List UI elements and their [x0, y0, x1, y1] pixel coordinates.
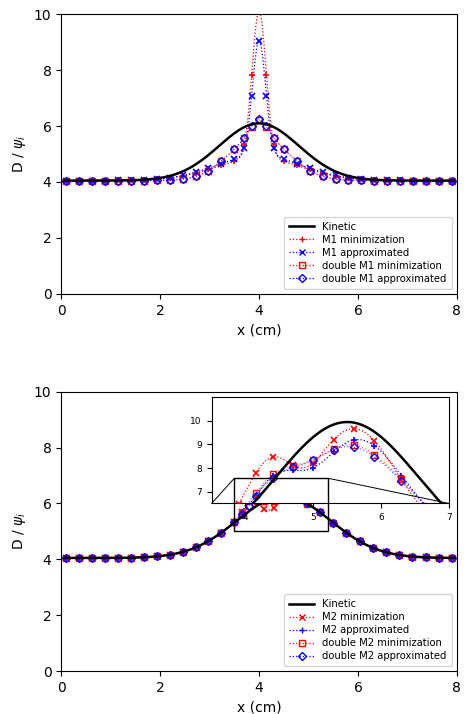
Y-axis label: D / $\psi_i$: D / $\psi_i$	[11, 513, 28, 550]
Legend: Kinetic, M1 minimization, M1 approximated, double M1 minimization, double M1 app: Kinetic, M1 minimization, M1 approximate…	[284, 217, 452, 288]
X-axis label: x (cm): x (cm)	[237, 323, 281, 337]
Bar	[235, 478, 328, 531]
Y-axis label: D / $\psi_i$: D / $\psi_i$	[11, 135, 28, 173]
Legend: Kinetic, M2 minimization, M2 approximated, double M2 minimization, double M2 app: Kinetic, M2 minimization, M2 approximate…	[284, 594, 452, 666]
X-axis label: x (cm): x (cm)	[237, 700, 281, 714]
